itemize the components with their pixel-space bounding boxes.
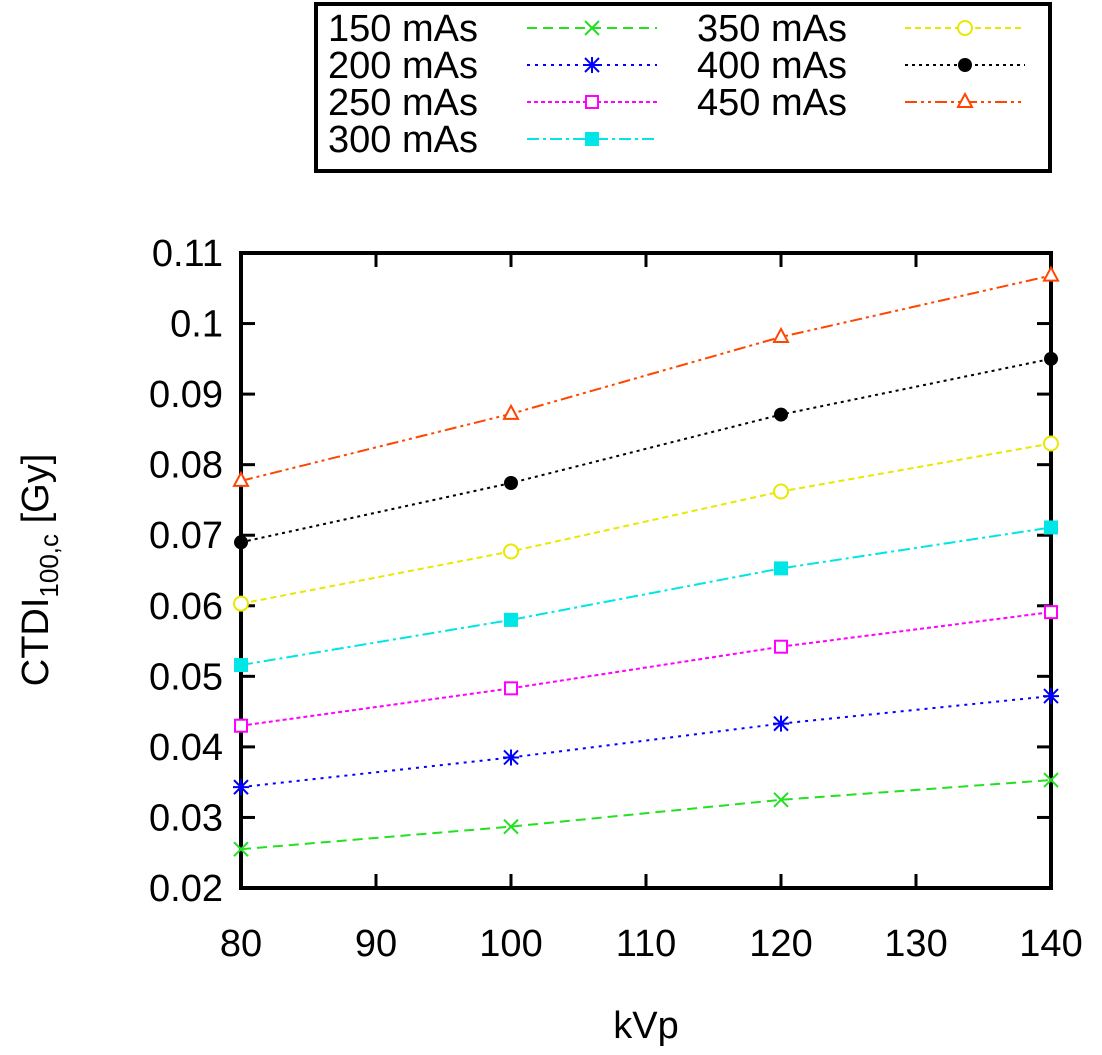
data-point	[956, 91, 974, 108]
data-point	[584, 57, 600, 73]
y-axis-label-unit: [Gy]	[15, 454, 57, 534]
data-point	[772, 326, 790, 343]
data-point	[958, 58, 972, 72]
series-300-mas	[234, 520, 1058, 673]
data-point	[504, 681, 518, 696]
series-250-mas	[234, 605, 1058, 733]
y-tick-label: 0.11	[152, 233, 223, 275]
series-line	[240, 357, 1052, 544]
y-tick-label: 0.09	[149, 374, 223, 416]
x-tick-label: 110	[616, 923, 677, 965]
y-tick-label: 0.02	[149, 868, 223, 910]
data-point	[774, 639, 788, 654]
y-tick-label: 0.05	[149, 656, 223, 698]
legend-box	[314, 2, 1052, 173]
axes: 80 90 100 110 120 130 140 0.02 0.03 0.04 0.05 0.06 0…	[149, 233, 1083, 965]
y-axis-label-main: CTDI	[15, 598, 57, 687]
series-450-mas	[232, 265, 1060, 487]
data-point	[503, 749, 519, 766]
legend-entry: 400 mAs	[697, 45, 1025, 87]
data-point	[585, 132, 599, 146]
data-point	[1044, 520, 1058, 535]
legend-entry: 300 mAs	[328, 119, 657, 161]
data-point	[232, 470, 250, 487]
legend-entry: 200 mAs	[328, 45, 657, 87]
legend-label: 300 mAs	[328, 119, 478, 161]
legend-label: 150 mAs	[328, 8, 478, 50]
series-line	[240, 611, 1052, 727]
y-tick-label: 0.08	[149, 445, 223, 487]
data-point	[773, 792, 789, 808]
y-tick-label: 0.04	[149, 727, 223, 769]
y-tick-label: 0.07	[149, 515, 223, 557]
series-line	[240, 526, 1052, 667]
data-point	[584, 20, 600, 36]
x-tick-label: 130	[884, 923, 947, 965]
data-point	[773, 715, 789, 732]
data-point	[234, 718, 248, 733]
data-point	[504, 612, 518, 627]
series-line	[240, 779, 1052, 851]
data-point	[1044, 351, 1058, 366]
legend-entry: 350 mAs	[697, 8, 1025, 50]
y-tick-label: 0.03	[149, 797, 223, 839]
data-point	[774, 561, 788, 576]
data-point	[1043, 435, 1059, 452]
data-point	[234, 658, 248, 673]
data-point	[1043, 772, 1059, 788]
series-200-mas	[233, 688, 1059, 796]
data-point	[503, 818, 519, 835]
y-axis-label: CTDI100,c [Gy]	[15, 454, 64, 687]
series-line	[240, 442, 1052, 605]
x-tick-label: 120	[749, 923, 812, 965]
data-point	[773, 483, 789, 500]
data-point	[503, 543, 519, 560]
x-axis-label: kVp	[613, 1005, 678, 1047]
plot-frame	[239, 251, 1053, 890]
data-point	[1044, 605, 1058, 620]
data-point	[1042, 265, 1060, 282]
data-point	[502, 403, 520, 420]
series-400-mas	[234, 351, 1058, 550]
data-point	[504, 476, 518, 491]
data-point	[585, 95, 599, 109]
x-tick-label: 90	[355, 923, 397, 965]
series-line	[240, 274, 1052, 482]
legend-label: 450 mAs	[697, 82, 847, 124]
y-tick-label: 0.06	[149, 586, 223, 628]
x-tick-label: 140	[1019, 923, 1082, 965]
data-point	[1043, 688, 1059, 705]
x-tick-label: 80	[220, 923, 262, 965]
series-group	[232, 265, 1060, 857]
data-point	[234, 535, 248, 550]
legend-label: 400 mAs	[697, 45, 847, 87]
x-tick-label: 100	[479, 923, 542, 965]
legend-entry: 150 mAs	[328, 8, 657, 50]
data-point	[957, 20, 973, 36]
data-point	[233, 595, 249, 612]
series-150-mas	[233, 772, 1059, 857]
legend-label: 200 mAs	[328, 45, 478, 87]
y-tick-label: 0.1	[170, 304, 223, 346]
series-350-mas	[233, 435, 1059, 612]
data-point	[774, 407, 788, 422]
data-point	[233, 779, 249, 796]
legend-entry: 450 mAs	[697, 82, 1025, 124]
legend-label: 350 mAs	[697, 8, 847, 50]
y-axis-label-subscript: 100,c	[34, 534, 64, 598]
data-point	[233, 841, 249, 857]
legend-label: 250 mAs	[328, 82, 478, 124]
legend-entry: 250 mAs	[328, 82, 657, 124]
